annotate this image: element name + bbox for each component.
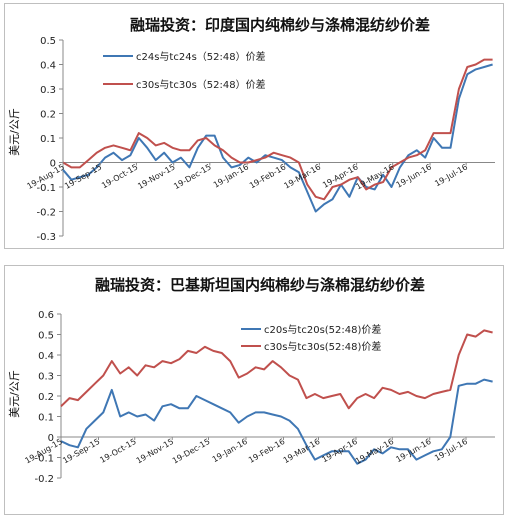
legend: c24s与tc24s（52:48）价差 c30s与tc30s（52:48）价差 — [103, 50, 266, 91]
legend-label-c30s: c30s与tc30s（52:48）价差 — [136, 78, 266, 91]
y-tick-label: 0.3 — [38, 372, 54, 383]
axes: -0.2 -0.1 0 0.1 0.2 0.3 0.4 0.5 0.6 — [34, 310, 495, 485]
x-tick-label: 19-Jun-16 — [394, 437, 432, 464]
x-tick-label: 19-Jul-16 — [433, 162, 469, 188]
y-axis-label: 美元/公斤 — [8, 370, 21, 418]
legend-label-c24s: c24s与tc24s（52:48）价差 — [136, 50, 266, 63]
chart-panel-pakistan: 融瑞投资：巴基斯坦国内纯棉纱与涤棉混纺纱价差 美元/公斤 c20s与tc20s(… — [4, 265, 504, 515]
y-tick-label: 0 — [50, 159, 56, 170]
y-tick-label: -0.2 — [36, 208, 56, 219]
y-tick-label: 0.4 — [38, 351, 54, 362]
y-tick-label: 0.6 — [38, 310, 54, 321]
x-tick-label: 19-Oct-15 — [98, 437, 137, 465]
y-tick-label: 0.3 — [40, 85, 56, 96]
x-tick-label: 19-Jan-16 — [211, 437, 249, 464]
legend-label-c20s: c20s与tc20s(52:48)价差 — [264, 323, 381, 336]
y-tick-label: -0.3 — [36, 232, 56, 243]
chart-title: 融瑞投资：巴基斯坦国内纯棉纱与涤棉混纺纱价差 — [95, 276, 425, 294]
x-tick-label: 19-Nov-15 — [136, 162, 176, 191]
y-tick-label: 0.4 — [40, 61, 56, 72]
series-line-2 — [60, 329, 493, 410]
y-axis-label: 美元/公斤 — [8, 108, 21, 156]
series-line-2 — [62, 58, 493, 201]
x-tick-labels: 19-Aug-1519-Sep-1519-Oct-1519-Nov-1519-D… — [23, 437, 468, 466]
y-tick-label: -0.1 — [36, 183, 56, 194]
y-tick-label: 0 — [48, 433, 54, 444]
legend: c20s与tc20s(52:48)价差 c30s与tc30s(52:48)价差 — [241, 323, 381, 353]
india-chart: 融瑞投资：印度国内纯棉纱与涤棉混纺纱价差 美元/公斤 c24s与tc24s（52… — [8, 16, 495, 243]
y-tick-label: 0.5 — [40, 36, 56, 47]
x-tick-label: 19-Nov-15 — [135, 437, 175, 466]
y-tick-label: -0.2 — [34, 474, 54, 485]
axes: -0.3 -0.2 -0.1 0 0.1 0.2 0.3 0.4 0.5 — [36, 36, 495, 243]
x-tick-label: 19-Feb-16 — [248, 162, 287, 190]
series-group — [62, 58, 493, 213]
y-tick-label: 0.2 — [38, 392, 54, 403]
x-tick-label: 19-Mar-16 — [282, 437, 322, 465]
x-tick-labels: 19-Aug-1519-Sep-1519-Oct-1519-Nov-1519-D… — [25, 162, 469, 191]
x-tick-label: 19-Oct-15 — [100, 162, 139, 190]
y-tick-label: -0.1 — [34, 454, 54, 465]
x-tick-label: 19-Dec-15 — [171, 437, 212, 466]
x-tick-label: 19-Apr-16 — [320, 437, 359, 464]
x-tick-label: 19-Feb-16 — [247, 437, 286, 465]
series-group — [60, 329, 493, 465]
chart-title: 融瑞投资：印度国内纯棉纱与涤棉混纺纱价差 — [130, 16, 430, 34]
legend-label-c30s: c30s与tc30s(52:48)价差 — [264, 340, 381, 353]
x-tick-label: 19-May-16 — [354, 437, 395, 466]
pakistan-chart: 融瑞投资：巴基斯坦国内纯棉纱与涤棉混纺纱价差 美元/公斤 c20s与tc20s(… — [8, 276, 495, 485]
series-line-1 — [62, 63, 493, 213]
y-tick-label: 0.2 — [40, 110, 56, 121]
y-tick-label: 0.1 — [40, 134, 56, 145]
y-tick-label: 0.5 — [38, 331, 54, 342]
y-tick-label: 0.1 — [38, 413, 54, 424]
series-line-1 — [60, 378, 493, 465]
chart-panel-india: 融瑞投资：印度国内纯棉纱与涤棉混纺纱价差 美元/公斤 c24s与tc24s（52… — [4, 3, 504, 249]
x-tick-label: 19-Dec-15 — [172, 162, 213, 191]
